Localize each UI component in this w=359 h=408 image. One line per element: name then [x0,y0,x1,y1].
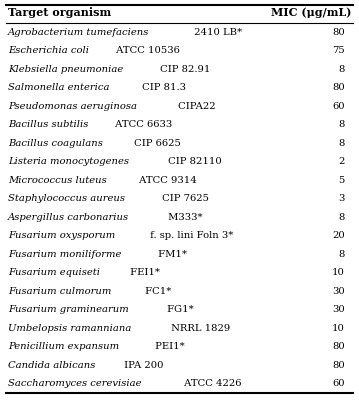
Text: Fusarium equiseti: Fusarium equiseti [8,268,100,277]
Text: CIP 81.3: CIP 81.3 [139,83,186,92]
Text: Bacillus coagulans: Bacillus coagulans [8,139,103,148]
Text: 2410 LB*: 2410 LB* [191,28,242,37]
Text: ATCC 9314: ATCC 9314 [136,176,197,185]
Text: 75: 75 [332,46,345,55]
Text: Agrobacterium tumefaciens: Agrobacterium tumefaciens [8,28,149,37]
Text: 5: 5 [339,176,345,185]
Text: CIP 82110: CIP 82110 [165,157,222,166]
Text: 30: 30 [332,305,345,314]
Text: Umbelopsis ramanniana: Umbelopsis ramanniana [8,324,131,333]
Text: IPA 200: IPA 200 [121,361,164,370]
Text: Target organism: Target organism [8,7,111,18]
Text: 8: 8 [339,250,345,259]
Text: CIPA22: CIPA22 [175,102,215,111]
Text: CIP 6625: CIP 6625 [131,139,181,148]
Text: 80: 80 [332,342,345,351]
Text: 10: 10 [332,268,345,277]
Text: Pseudomonas aeruginosa: Pseudomonas aeruginosa [8,102,137,111]
Text: ATCC 6633: ATCC 6633 [112,120,172,129]
Text: FC1*: FC1* [142,287,171,296]
Text: M333*: M333* [165,213,202,222]
Text: 60: 60 [332,102,345,111]
Text: Bacillus subtilis: Bacillus subtilis [8,120,88,129]
Text: 3: 3 [339,194,345,203]
Text: Penicillium expansum: Penicillium expansum [8,342,119,351]
Text: CIP 82.91: CIP 82.91 [157,65,211,74]
Text: 80: 80 [332,83,345,92]
Text: Fusarium graminearum: Fusarium graminearum [8,305,129,314]
Text: 8: 8 [339,120,345,129]
Text: f. sp. lini Foln 3*: f. sp. lini Foln 3* [147,231,233,240]
Text: Fusarium moniliforme: Fusarium moniliforme [8,250,121,259]
Text: Fusarium oxysporum: Fusarium oxysporum [8,231,115,240]
Text: 8: 8 [339,65,345,74]
Text: NRRL 1829: NRRL 1829 [168,324,230,333]
Text: 80: 80 [332,361,345,370]
Text: ATCC 10536: ATCC 10536 [113,46,180,55]
Text: 60: 60 [332,379,345,388]
Text: 2: 2 [339,157,345,166]
Text: 30: 30 [332,287,345,296]
Text: FG1*: FG1* [164,305,194,314]
Text: 8: 8 [339,139,345,148]
Text: Candida albicans: Candida albicans [8,361,95,370]
Text: FEI1*: FEI1* [127,268,160,277]
Text: Salmonella enterica: Salmonella enterica [8,83,109,92]
Text: Micrococcus luteus: Micrococcus luteus [8,176,107,185]
Text: MIC (μg/mL): MIC (μg/mL) [271,7,351,18]
Text: 20: 20 [332,231,345,240]
Text: Staphylococcus aureus: Staphylococcus aureus [8,194,125,203]
Text: CIP 7625: CIP 7625 [159,194,209,203]
Text: 8: 8 [339,213,345,222]
Text: Escherichia coli: Escherichia coli [8,46,89,55]
Text: Fusarium culmorum: Fusarium culmorum [8,287,111,296]
Text: Saccharomyces cerevisiae: Saccharomyces cerevisiae [8,379,141,388]
Text: ATCC 4226: ATCC 4226 [181,379,241,388]
Text: Listeria monocytogenes: Listeria monocytogenes [8,157,129,166]
Text: 10: 10 [332,324,345,333]
Text: PEI1*: PEI1* [152,342,185,351]
Text: FM1*: FM1* [155,250,187,259]
Text: Klebsiella pneumoniae: Klebsiella pneumoniae [8,65,123,74]
Text: 80: 80 [332,28,345,37]
Text: Aspergillus carbonarius: Aspergillus carbonarius [8,213,129,222]
